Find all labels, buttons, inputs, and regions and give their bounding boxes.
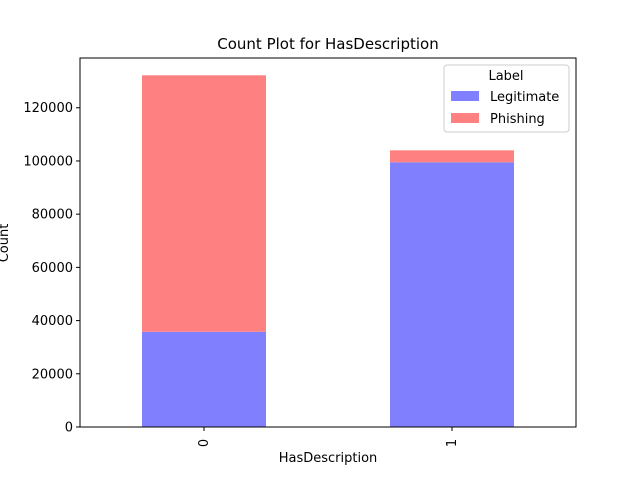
bar-legitimate-1 xyxy=(390,162,514,427)
legend-title: Label xyxy=(488,69,523,84)
x-tick-label: 1 xyxy=(445,439,460,447)
y-axis-ticks: 0 20000 40000 60000 80000 100000 120000 xyxy=(23,101,80,436)
y-tick-label: 0 xyxy=(65,421,73,436)
x-tick-label: 0 xyxy=(197,439,212,447)
y-tick-label: 40000 xyxy=(32,314,73,329)
bar-phishing-1 xyxy=(390,150,514,163)
bars-group xyxy=(142,75,514,427)
plot-frame xyxy=(79,57,577,428)
legend-swatch-legitimate xyxy=(451,91,479,101)
y-tick-label: 100000 xyxy=(23,154,73,169)
legend-label-legitimate: Legitimate xyxy=(490,90,559,105)
bar-legitimate-0 xyxy=(142,331,266,427)
y-tick-label: 120000 xyxy=(23,101,73,116)
x-axis-label: HasDescription xyxy=(279,451,378,466)
y-tick-label: 60000 xyxy=(32,261,73,276)
y-tick-label: 20000 xyxy=(32,367,73,382)
chart-title: Count Plot for HasDescription xyxy=(217,35,438,53)
y-tick-label: 80000 xyxy=(32,208,73,223)
bar-phishing-0 xyxy=(142,75,266,332)
y-axis-label: Count xyxy=(0,224,12,263)
legend-label-phishing: Phishing xyxy=(490,112,545,127)
legend: Label Legitimate Phishing xyxy=(443,64,570,133)
legend-swatch-phishing xyxy=(451,113,479,123)
